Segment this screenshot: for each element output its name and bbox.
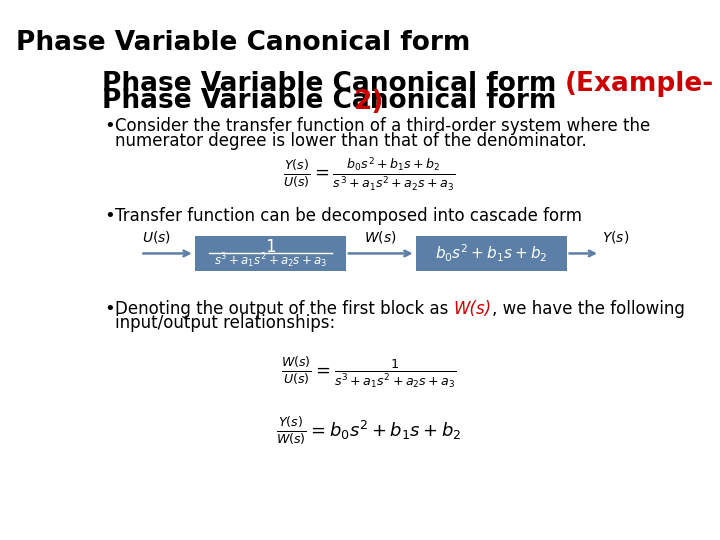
Text: Phase Variable Canonical form: Phase Variable Canonical form bbox=[102, 71, 565, 97]
Text: $W(s)$: $W(s)$ bbox=[364, 229, 397, 245]
Bar bbox=[415, 236, 567, 271]
Text: Denoting the output of the first block as: Denoting the output of the first block a… bbox=[114, 300, 454, 318]
Text: $\frac{Y(s)}{U(s)} = \frac{b_0 s^2 + b_1 s + b_2}{s^3 + a_1 s^2 + a_2 s + a_3}$: $\frac{Y(s)}{U(s)} = \frac{b_0 s^2 + b_1… bbox=[283, 156, 455, 193]
Text: $U(s)$: $U(s)$ bbox=[142, 229, 171, 245]
Text: Transfer function can be decomposed into cascade form: Transfer function can be decomposed into… bbox=[114, 207, 582, 225]
Text: •: • bbox=[104, 300, 114, 318]
Text: •: • bbox=[104, 117, 114, 135]
Text: numerator degree is lower than that of the denominator.: numerator degree is lower than that of t… bbox=[114, 132, 587, 150]
Text: $\frac{W(s)}{U(s)} = \frac{1}{s^3 + a_1 s^2 + a_2 s + a_3}$: $\frac{W(s)}{U(s)} = \frac{1}{s^3 + a_1 … bbox=[282, 356, 456, 390]
Text: •: • bbox=[104, 207, 114, 225]
Text: input/output relationships:: input/output relationships: bbox=[114, 314, 335, 332]
Text: Phase Variable Canonical form: Phase Variable Canonical form bbox=[102, 88, 565, 114]
Text: $b_0 s^2 + b_1 s + b_2$: $b_0 s^2 + b_1 s + b_2$ bbox=[435, 243, 547, 264]
Text: (Example-: (Example- bbox=[16, 30, 165, 56]
Text: , we have the following: , we have the following bbox=[492, 300, 685, 318]
Text: $1$: $1$ bbox=[265, 238, 276, 255]
Text: 2): 2) bbox=[354, 90, 384, 116]
Text: $s^3 + a_1 s^2 + a_2 s + a_3$: $s^3 + a_1 s^2 + a_2 s + a_3$ bbox=[214, 252, 327, 271]
Text: Consider the transfer function of a third-order system where the: Consider the transfer function of a thir… bbox=[114, 117, 650, 135]
Text: $Y(s)$: $Y(s)$ bbox=[602, 229, 629, 245]
Text: W(s): W(s) bbox=[454, 300, 492, 318]
Bar bbox=[194, 236, 346, 271]
Text: Phase Variable Canonical form: Phase Variable Canonical form bbox=[16, 30, 480, 56]
Text: Phase Variable Canonical form (Example-: Phase Variable Canonical form (Example- bbox=[102, 88, 714, 114]
Text: (Example-: (Example- bbox=[565, 71, 714, 97]
Text: $\frac{Y(s)}{W(s)} = b_0 s^2 + b_1 s + b_2$: $\frac{Y(s)}{W(s)} = b_0 s^2 + b_1 s + b… bbox=[276, 415, 462, 447]
